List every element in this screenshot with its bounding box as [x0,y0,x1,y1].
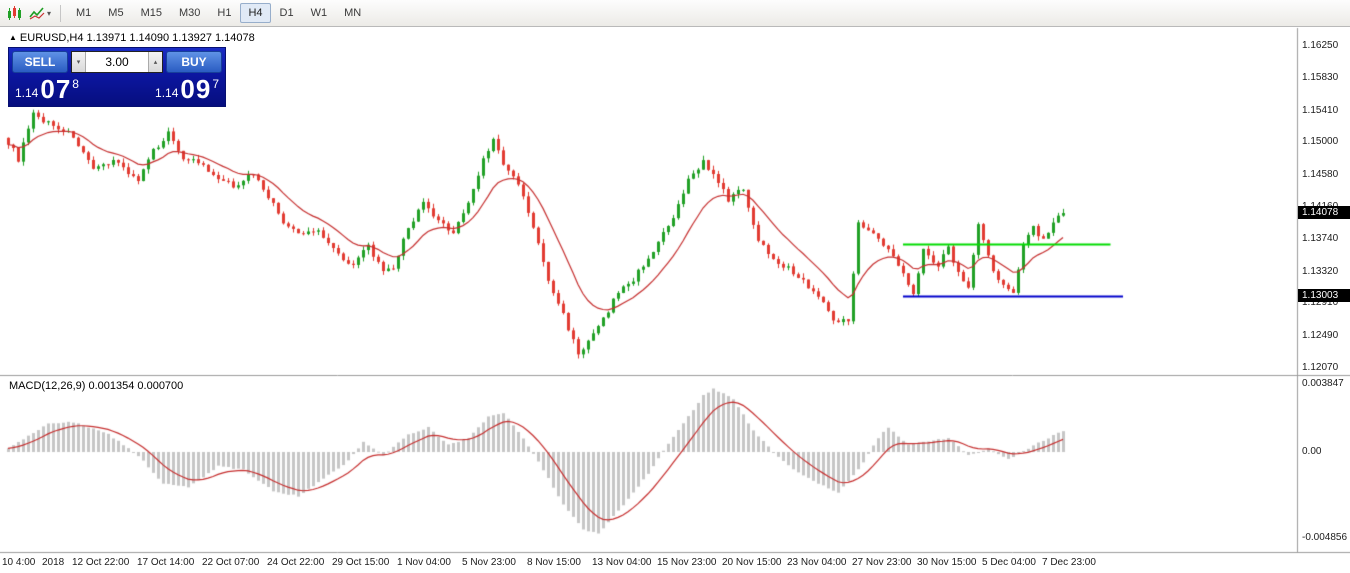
timeframe-button-h4[interactable]: H4 [240,3,271,23]
price-badge: 1.14078 [1298,206,1350,219]
price-axis-label: 1.15410 [1302,105,1339,116]
time-axis-label: 2018 [42,557,65,568]
price-axis-label: 1.12070 [1302,362,1339,373]
volume-control: ▾ ▴ [71,51,163,73]
symbol-ohlc-line: ▲ EURUSD,H4 1.13971 1.14090 1.13927 1.140… [9,32,255,44]
buy-price-pip: 7 [212,77,219,91]
price-axis-label: 1.15000 [1302,136,1339,147]
time-axis-label: 24 Oct 22:00 [267,557,325,568]
price-axis-label: 1.15830 [1302,72,1339,83]
time-axis-label: 5 Nov 23:00 [462,557,516,568]
buy-price-big: 09 [180,74,212,104]
symbol-ohlc-text: EURUSD,H4 1.13971 1.14090 1.13927 1.1407… [19,32,255,44]
volume-down-button[interactable]: ▾ [72,52,86,72]
macd-axis-label: -0.004856 [1302,532,1348,543]
dropdown-caret[interactable]: ▾ [47,8,52,18]
time-axis-label: 10 4:00 [2,557,36,568]
time-axis-label: 15 Nov 23:00 [657,557,717,568]
sell-price-pip: 8 [72,77,79,91]
buy-price: 1.14 09 7 [155,76,219,102]
one-click-trading-panel: SELL ▾ ▴ BUY 1.14 07 8 1.14 09 7 [8,47,226,107]
indicators-icon[interactable] [27,4,47,22]
timeframe-button-d1[interactable]: D1 [279,7,294,19]
sell-price-big: 07 [40,74,72,104]
macd-indicator-label: MACD(12,26,9) 0.001354 0.000700 [9,380,184,392]
price-axis-label: 1.12910 [1302,297,1339,308]
time-axis-label: 20 Nov 15:00 [722,557,782,568]
price-axis-label: 1.13320 [1302,266,1339,277]
volume-input[interactable] [86,52,148,72]
toolbar-separator [60,4,62,22]
sell-price: 1.14 07 8 [15,76,79,102]
price-axis-label: 1.12490 [1302,330,1339,341]
time-axis-label: 7 Dec 23:00 [1042,557,1096,568]
toolbar: ▾ M1 M5 M15 M30 H1 H4 D1 W1 MN [0,0,1350,27]
buy-price-prefix: 1.14 [155,86,179,100]
timeframe-button-mn[interactable]: MN [344,7,362,19]
time-axis-label: 12 Oct 22:00 [72,557,130,568]
chart-icon[interactable] [5,4,25,22]
price-axis-label: 1.13740 [1302,233,1339,244]
buy-button[interactable]: BUY [166,51,222,73]
volume-up-button[interactable]: ▴ [148,52,162,72]
timeframe-button-w1[interactable]: W1 [310,7,328,19]
price-badge: 1.13003 [1298,289,1350,302]
timeframe-buttons: M1 M5 M15 M30 H1 H4 D1 W1 MN [68,3,369,23]
macd-axis-label: 0.00 [1302,446,1322,457]
macd-axis-label: 0.003847 [1302,378,1344,389]
time-axis-label: 8 Nov 15:00 [527,557,581,568]
timeframe-button-m15[interactable]: M15 [140,7,162,19]
price-axis-label: 1.14580 [1302,169,1339,180]
timeframe-button-m5[interactable]: M5 [108,7,124,19]
time-axis-label: 17 Oct 14:00 [137,557,195,568]
time-axis-label: 23 Nov 04:00 [787,557,847,568]
sell-button[interactable]: SELL [12,51,68,73]
time-axis-label: 29 Oct 15:00 [332,557,390,568]
time-axis-label: 30 Nov 15:00 [917,557,977,568]
time-axis-label: 5 Dec 04:00 [982,557,1036,568]
time-axis-label: 22 Oct 07:00 [202,557,260,568]
timeframe-button-m30[interactable]: M30 [178,7,201,19]
sell-price-prefix: 1.14 [15,86,39,100]
timeframe-button-h1[interactable]: H1 [217,7,232,19]
price-axis-label: 1.16250 [1302,40,1339,51]
time-axis-label: 27 Nov 23:00 [852,557,912,568]
time-axis-label: 13 Nov 04:00 [592,557,652,568]
time-axis-label: 1 Nov 04:00 [397,557,451,568]
timeframe-button-m1[interactable]: M1 [76,7,92,19]
tick-direction-icon: ▲ [9,33,17,42]
